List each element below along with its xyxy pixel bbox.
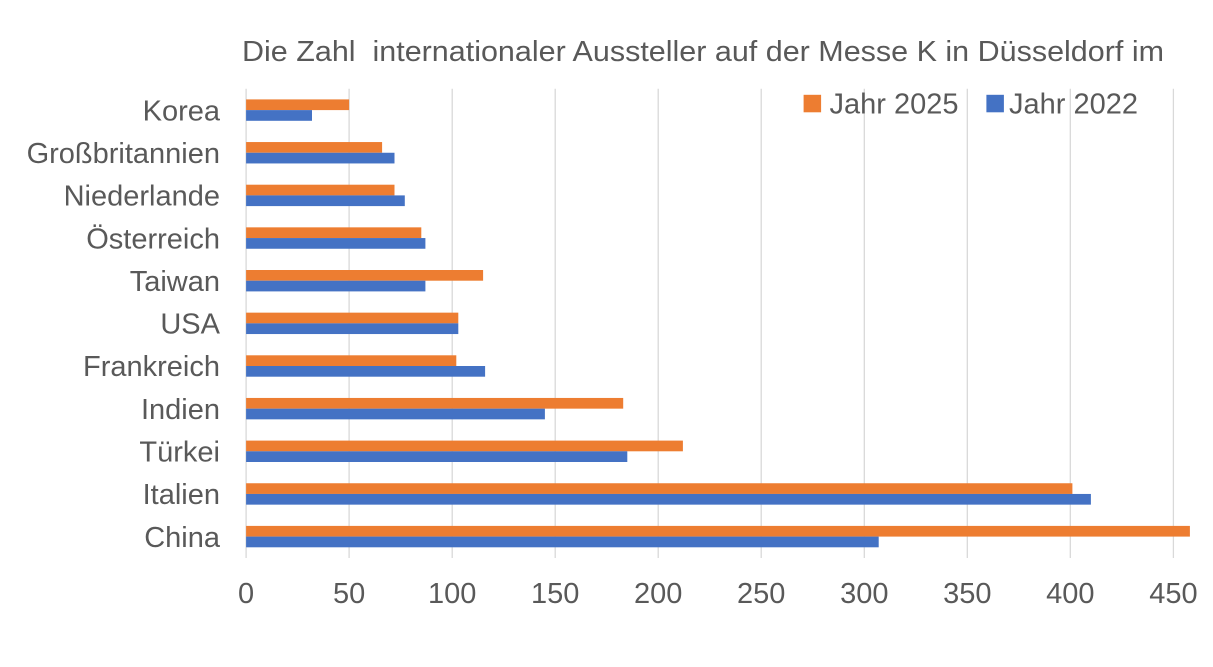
svg-text:Großbritannien: Großbritannien	[27, 138, 220, 170]
svg-text:150: 150	[531, 578, 579, 610]
svg-text:50: 50	[333, 578, 365, 610]
svg-text:Frankreich: Frankreich	[83, 351, 220, 383]
svg-text:Taiwan: Taiwan	[130, 266, 220, 298]
svg-text:400: 400	[1046, 578, 1094, 610]
svg-text:Italien: Italien	[143, 479, 220, 511]
svg-text:Türkei: Türkei	[139, 437, 220, 469]
svg-text:250: 250	[737, 578, 785, 610]
svg-text:200: 200	[634, 578, 682, 610]
svg-text:Österreich: Österreich	[86, 223, 220, 255]
svg-text:China: China	[144, 522, 221, 554]
svg-text:Jahr 2022: Jahr 2022	[1009, 89, 1138, 121]
svg-text:Korea: Korea	[143, 95, 221, 127]
svg-text:Indien: Indien	[141, 394, 220, 426]
svg-text:Die Zahl internationaler Auss: Die Zahl internationaler Aussteller auf …	[242, 36, 1164, 68]
svg-text:300: 300	[840, 578, 888, 610]
svg-text:Niederlande: Niederlande	[64, 181, 220, 213]
svg-text:Jahr 2025: Jahr 2025	[830, 89, 959, 121]
svg-text:USA: USA	[160, 309, 220, 341]
svg-text:0: 0	[238, 578, 254, 610]
svg-text:100: 100	[428, 578, 476, 610]
svg-text:350: 350	[943, 578, 991, 610]
svg-text:450: 450	[1149, 578, 1197, 610]
